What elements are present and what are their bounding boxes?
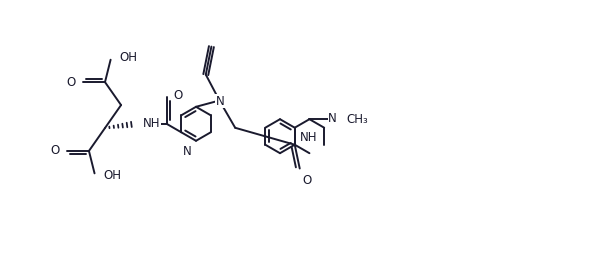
- Text: NH: NH: [300, 131, 317, 144]
- Text: NH: NH: [143, 117, 160, 130]
- Text: O: O: [66, 76, 76, 89]
- Text: O: O: [173, 89, 183, 102]
- Text: N: N: [183, 145, 192, 158]
- Text: O: O: [303, 174, 312, 187]
- Text: N: N: [328, 112, 337, 125]
- Text: CH₃: CH₃: [346, 113, 368, 126]
- Text: OH: OH: [120, 51, 137, 64]
- Text: O: O: [50, 144, 60, 157]
- Text: OH: OH: [103, 169, 122, 182]
- Text: N: N: [215, 95, 224, 108]
